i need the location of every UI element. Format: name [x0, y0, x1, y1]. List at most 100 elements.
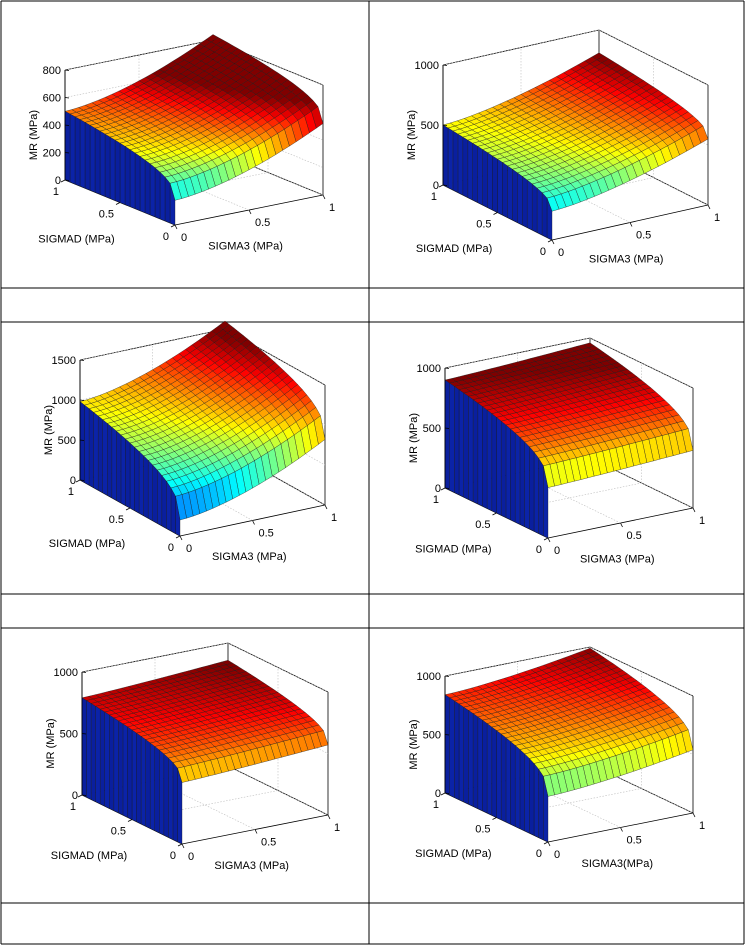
y-axis-label: SIGMA3 (MPa) [214, 860, 289, 872]
wall-cell [449, 697, 455, 798]
wall-cell [164, 176, 171, 224]
wall-cell [144, 159, 151, 216]
x-axis-label: SIGMAD (MPa) [415, 848, 491, 860]
wall-cell [159, 171, 166, 222]
x-axis-label: SIGMAD (MPa) [38, 233, 114, 245]
y-tick [252, 520, 255, 525]
grid-line [444, 337, 591, 369]
y-axis: 0 0.5 1 SIGMA3 (MPa) [547, 507, 705, 566]
z-axis: 0 500 1000 1500 MR (MPa) [43, 355, 85, 487]
wall-cell [527, 179, 533, 231]
wall-cell [501, 420, 507, 518]
wall-cell [168, 757, 174, 840]
z-tick [64, 152, 70, 154]
y-tick [707, 204, 711, 210]
wall-cell [84, 122, 91, 191]
grid-line [517, 472, 621, 524]
x-tick-label: 1 [433, 799, 439, 811]
y-tick [181, 843, 185, 849]
wall-cell [98, 415, 103, 493]
y-tick-label: 0.5 [627, 835, 642, 847]
x-tick [543, 537, 549, 541]
grid-line [227, 765, 329, 816]
surface-chart-3: 0 500 1000 1500 MR (MPa) 0 0.5 1 SIGMAD (MPa) 0 0.… [43, 320, 337, 563]
wall-cell [510, 428, 516, 523]
wall-cell [454, 386, 460, 496]
wall-cell [81, 697, 87, 798]
wall-cell [472, 142, 478, 203]
wall-cell [138, 451, 144, 516]
surface-chart-6: 0 500 1000 MR (MPa) 0 0.5 1 SIGMAD (MPa) 0 0.5 1 SI… [408, 646, 705, 870]
y-axis: 0 0.5 1 SIGMA3 (MPa) [179, 504, 337, 563]
wall-cell [444, 379, 450, 491]
y-tick-label: 1 [331, 512, 337, 524]
wall-cell [507, 165, 513, 221]
grid-line [589, 337, 694, 389]
wall-cell [152, 464, 158, 524]
z-tick [64, 69, 70, 71]
x-tick-label: 0 [536, 544, 542, 556]
wall-cell [64, 111, 71, 183]
x-axis: 0 0.5 1 SIGMAD (MPa) [51, 794, 183, 862]
z-axis: 0 500 1000 MR (MPa) [408, 671, 450, 800]
z-tick-label: 500 [421, 120, 439, 132]
x-tick-label: 0 [536, 848, 542, 860]
wall-cell [529, 446, 535, 532]
z-tick [444, 487, 450, 489]
wall-cell [94, 127, 101, 195]
wall-cell [524, 441, 530, 530]
z-tick-label: 600 [43, 93, 61, 105]
wall-cell [100, 708, 105, 807]
y-tick-label: 0 [554, 849, 560, 861]
wall-cell [472, 713, 478, 809]
x-tick-label: 1 [431, 191, 437, 203]
wall-cell [129, 149, 136, 209]
x-tick-label: 0 [540, 246, 546, 258]
x-axis: 0 0.5 1 SIGMAD (MPa) [415, 487, 549, 556]
z-tick [444, 675, 450, 677]
z-tick [64, 179, 70, 181]
wall-cell [524, 753, 530, 834]
wall-cell [454, 700, 460, 800]
wall-cell [449, 382, 455, 493]
z-tick-label: 1000 [54, 667, 78, 679]
wall-cell [154, 746, 160, 834]
wall-cell [113, 717, 119, 814]
z-axis-label: MR (MPa) [408, 719, 420, 769]
wall-cell [538, 768, 544, 841]
wall-cell [163, 753, 169, 838]
wall-cell [447, 127, 454, 191]
z-tick [81, 794, 87, 796]
wall-cell [79, 119, 86, 189]
y-tick-label: 1 [699, 820, 705, 832]
z-tick [81, 671, 87, 673]
wall-cell [79, 401, 85, 483]
front-wall [64, 111, 176, 226]
wall-cell [145, 739, 151, 829]
y-tick [629, 222, 633, 227]
z-tick [81, 733, 87, 735]
surface-chart-5: 0 500 1000 MR (MPa) 0 0.5 1 SIGMAD (MPa) 0 0.5 1 SI… [45, 642, 340, 872]
z-axis-label: MR (MPa) [45, 718, 57, 768]
wall-cell [118, 720, 124, 816]
y-tick-label: 0 [188, 851, 194, 863]
y-tick-label: 0 [558, 247, 564, 259]
wall-cell [127, 726, 133, 820]
wall-cell [86, 700, 92, 800]
surface-mesh [444, 342, 694, 488]
wall-cell [501, 733, 507, 823]
y-tick-label: 0 [554, 545, 560, 557]
z-tick [64, 97, 70, 99]
y-axis: 0 0.5 1 SIGMA3(MPa) [547, 812, 705, 870]
wall-cell [143, 455, 149, 519]
x-tick-label: 0.5 [475, 519, 490, 531]
z-tick-label: 0 [55, 175, 61, 187]
wall-cell [114, 139, 121, 203]
wall-cell [125, 438, 131, 509]
wall-cell [497, 158, 503, 216]
y-tick [254, 829, 258, 834]
wall-cell [134, 152, 141, 211]
y-tick [327, 814, 331, 820]
x-tick [543, 841, 549, 845]
